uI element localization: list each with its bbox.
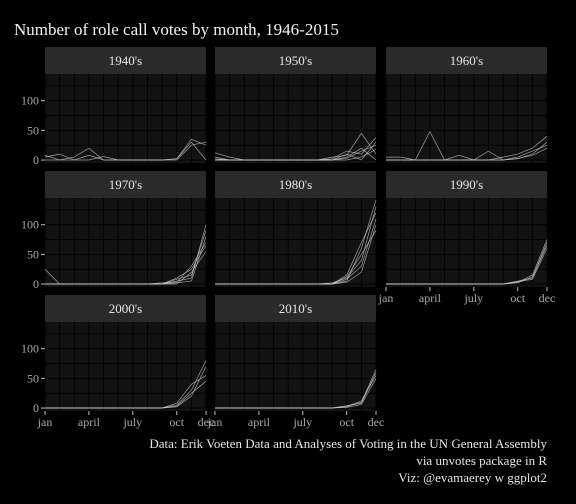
- x-tick-label: april: [419, 291, 442, 305]
- facet-strip: [215, 295, 376, 322]
- facet-strip: [45, 295, 206, 322]
- y-tick-label: 0: [33, 277, 39, 291]
- facet-strip-label: 1990's: [450, 177, 483, 192]
- facet-strip-label: 2000's: [109, 301, 142, 316]
- x-tick-label: july: [122, 415, 142, 429]
- y-tick-label: 50: [27, 123, 39, 137]
- facet-grid: 1940's 0 50 100 1950's 1960's 1970's 0 50 100 1980…: [21, 47, 555, 429]
- y-tick-label: 100: [21, 342, 39, 356]
- facet-strip-label: 1980's: [279, 177, 312, 192]
- facet-strip-label: 1940's: [109, 53, 142, 68]
- facet-strip: [386, 47, 547, 74]
- facet-strip-label: 1950's: [279, 53, 312, 68]
- y-tick-label: 0: [33, 401, 39, 415]
- series-line: [45, 381, 207, 409]
- facet-panel: 2000's 0 50 100 jan april july oct dec: [21, 295, 214, 429]
- facet-panel: 1950's: [214, 47, 377, 163]
- facet-panel-background: [215, 198, 376, 287]
- x-tick-label: oct: [339, 415, 354, 429]
- series-line: [214, 144, 377, 161]
- facet-panel: 1940's 0 50 100: [21, 47, 207, 167]
- series-line: [215, 378, 377, 409]
- x-tick-label: dec: [539, 291, 556, 305]
- facet-panel: 1990's jan april july oct dec: [378, 171, 556, 305]
- x-tick-label: jan: [37, 415, 53, 429]
- facet-panel: 1960's: [385, 47, 548, 163]
- facet-strip-label: 1960's: [450, 53, 483, 68]
- caption: Data: Erik Voeten Data and Analyses of V…: [149, 436, 547, 485]
- y-tick-label: 100: [21, 218, 39, 232]
- x-tick-label: july: [463, 291, 483, 305]
- x-tick-label: jan: [378, 291, 394, 305]
- x-tick-label: april: [248, 415, 271, 429]
- caption-line-3: Viz: @evamaerey w ggplot2: [398, 470, 547, 485]
- x-tick-label: jan: [207, 415, 223, 429]
- facet-strip-label: 1970's: [109, 177, 142, 192]
- x-tick-label: april: [78, 415, 101, 429]
- x-tick-label: oct: [169, 415, 184, 429]
- facet-panel-background: [215, 74, 376, 163]
- x-tick-label: july: [292, 415, 312, 429]
- facet-strip: [45, 47, 206, 74]
- y-tick-label: 50: [27, 371, 39, 385]
- facet-panel-background: [45, 322, 206, 411]
- facet-panel: 2010's jan april july oct dec: [207, 295, 385, 429]
- facet-strip-label: 2010's: [279, 301, 312, 316]
- x-tick-label: oct: [510, 291, 525, 305]
- x-tick-label: dec: [198, 415, 215, 429]
- y-tick-label: 50: [27, 247, 39, 261]
- series-line: [215, 230, 377, 285]
- facet-panel-background: [386, 198, 547, 287]
- series-line: [45, 245, 207, 285]
- facet-panel-background: [215, 322, 376, 411]
- x-tick-label: dec: [368, 415, 385, 429]
- facet-strip: [215, 47, 376, 74]
- facet-panel-background: [386, 74, 547, 163]
- series-line: [386, 147, 548, 161]
- series-line: [386, 248, 548, 285]
- chart-title: Number of role call votes by month, 1946…: [14, 20, 339, 39]
- facet-panel: 1970's 0 50 100: [21, 171, 207, 291]
- series-line: [44, 141, 207, 161]
- facet-panel-background: [45, 198, 206, 287]
- facet-strip: [45, 171, 206, 198]
- y-tick-label: 100: [21, 94, 39, 108]
- caption-line-2: via unvotes package in R: [416, 453, 547, 468]
- facet-strip: [386, 171, 547, 198]
- facet-strip: [215, 171, 376, 198]
- facet-panel: 1980's: [214, 171, 377, 287]
- facet-panel-background: [45, 74, 206, 163]
- caption-line-1: Data: Erik Voeten Data and Analyses of V…: [149, 436, 547, 451]
- y-tick-label: 0: [33, 153, 39, 167]
